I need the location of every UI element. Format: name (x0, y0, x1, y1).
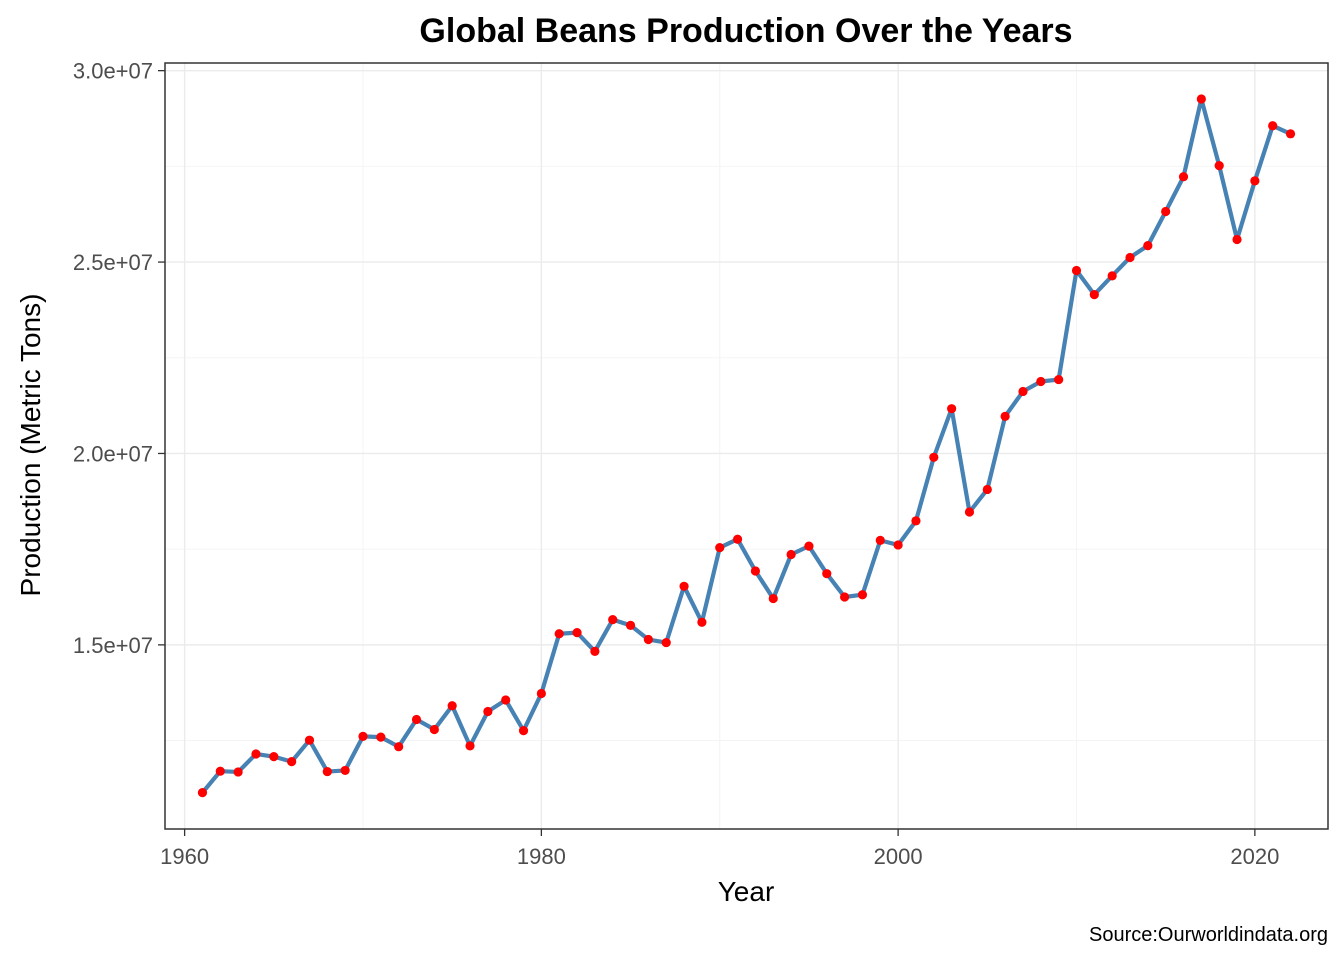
data-point (982, 484, 992, 495)
data-point (1285, 129, 1296, 139)
data-point (1196, 94, 1206, 104)
y-tick-label: 1.5e+07 (73, 633, 153, 658)
source-caption: Source:Ourworldindata.org (1089, 924, 1328, 946)
data-point (840, 592, 850, 602)
data-point (1000, 411, 1010, 421)
data-point (1232, 234, 1242, 245)
plot-panel-border (164, 62, 1329, 830)
data-point (501, 695, 511, 705)
data-point (429, 724, 439, 735)
data-point (1071, 265, 1082, 276)
x-axis-title: Year (718, 876, 775, 907)
data-point (625, 620, 636, 630)
x-tick-label: 2020 (1230, 844, 1279, 869)
axes: 1960 1980 2000 2020 1.5e+07 2.0e+07 2.5e+07 3.0… (73, 59, 1279, 869)
data-point (697, 617, 707, 627)
data-point (661, 637, 671, 648)
data-point (1036, 376, 1046, 387)
data-point (251, 749, 261, 759)
data-point (376, 732, 386, 742)
y-axis-title: Production (Metric Tons) (15, 294, 46, 597)
data-point (893, 540, 903, 550)
data-point (590, 646, 600, 656)
data-point (1214, 160, 1224, 171)
data-point (1178, 172, 1189, 182)
data-point (643, 634, 653, 645)
data-point (394, 742, 404, 752)
x-tick-label: 2000 (874, 844, 923, 869)
data-point (608, 615, 618, 625)
data-point (875, 535, 885, 545)
data-point (768, 593, 778, 604)
data-point (411, 714, 422, 725)
data-point (1107, 271, 1117, 281)
y-tick-label: 2.5e+07 (73, 250, 153, 275)
grid-lines (165, 63, 1328, 829)
data-point (197, 788, 208, 798)
data-point (287, 757, 297, 767)
y-tick-label: 3.0e+07 (73, 59, 153, 84)
data-point (804, 541, 814, 551)
data-point (1089, 289, 1099, 300)
data-point (911, 516, 921, 526)
data-point (340, 765, 350, 776)
data-point (572, 628, 582, 638)
data-point (536, 688, 546, 699)
data-point (233, 767, 243, 777)
data-point (947, 404, 957, 414)
data-point (304, 735, 315, 745)
data-point (215, 766, 225, 776)
data-point (857, 590, 868, 600)
data-point (1143, 240, 1153, 251)
data-point (1125, 252, 1135, 263)
data-point (679, 581, 689, 591)
x-tick-label: 1960 (160, 844, 209, 869)
data-point (1161, 206, 1171, 217)
data-point (929, 452, 939, 462)
data-point (358, 731, 368, 741)
data-point (1250, 176, 1260, 186)
data-point (750, 566, 761, 576)
data-point (732, 534, 743, 544)
data-point (465, 741, 475, 751)
data-point (554, 629, 564, 639)
data-point (269, 752, 279, 762)
data-point (1054, 374, 1064, 385)
data-point (518, 726, 529, 736)
data-point (1268, 121, 1278, 131)
data-points (197, 94, 1296, 798)
data-point (964, 507, 975, 517)
chart-title: Global Beans Production Over the Years (419, 12, 1072, 50)
data-point (715, 543, 725, 553)
y-tick-label: 2.0e+07 (73, 441, 153, 466)
data-point (483, 706, 493, 717)
x-tick-label: 1980 (517, 844, 566, 869)
data-point (1018, 386, 1028, 397)
data-point (447, 701, 457, 711)
data-point (322, 766, 332, 777)
data-point (822, 569, 832, 579)
data-point (786, 549, 796, 560)
